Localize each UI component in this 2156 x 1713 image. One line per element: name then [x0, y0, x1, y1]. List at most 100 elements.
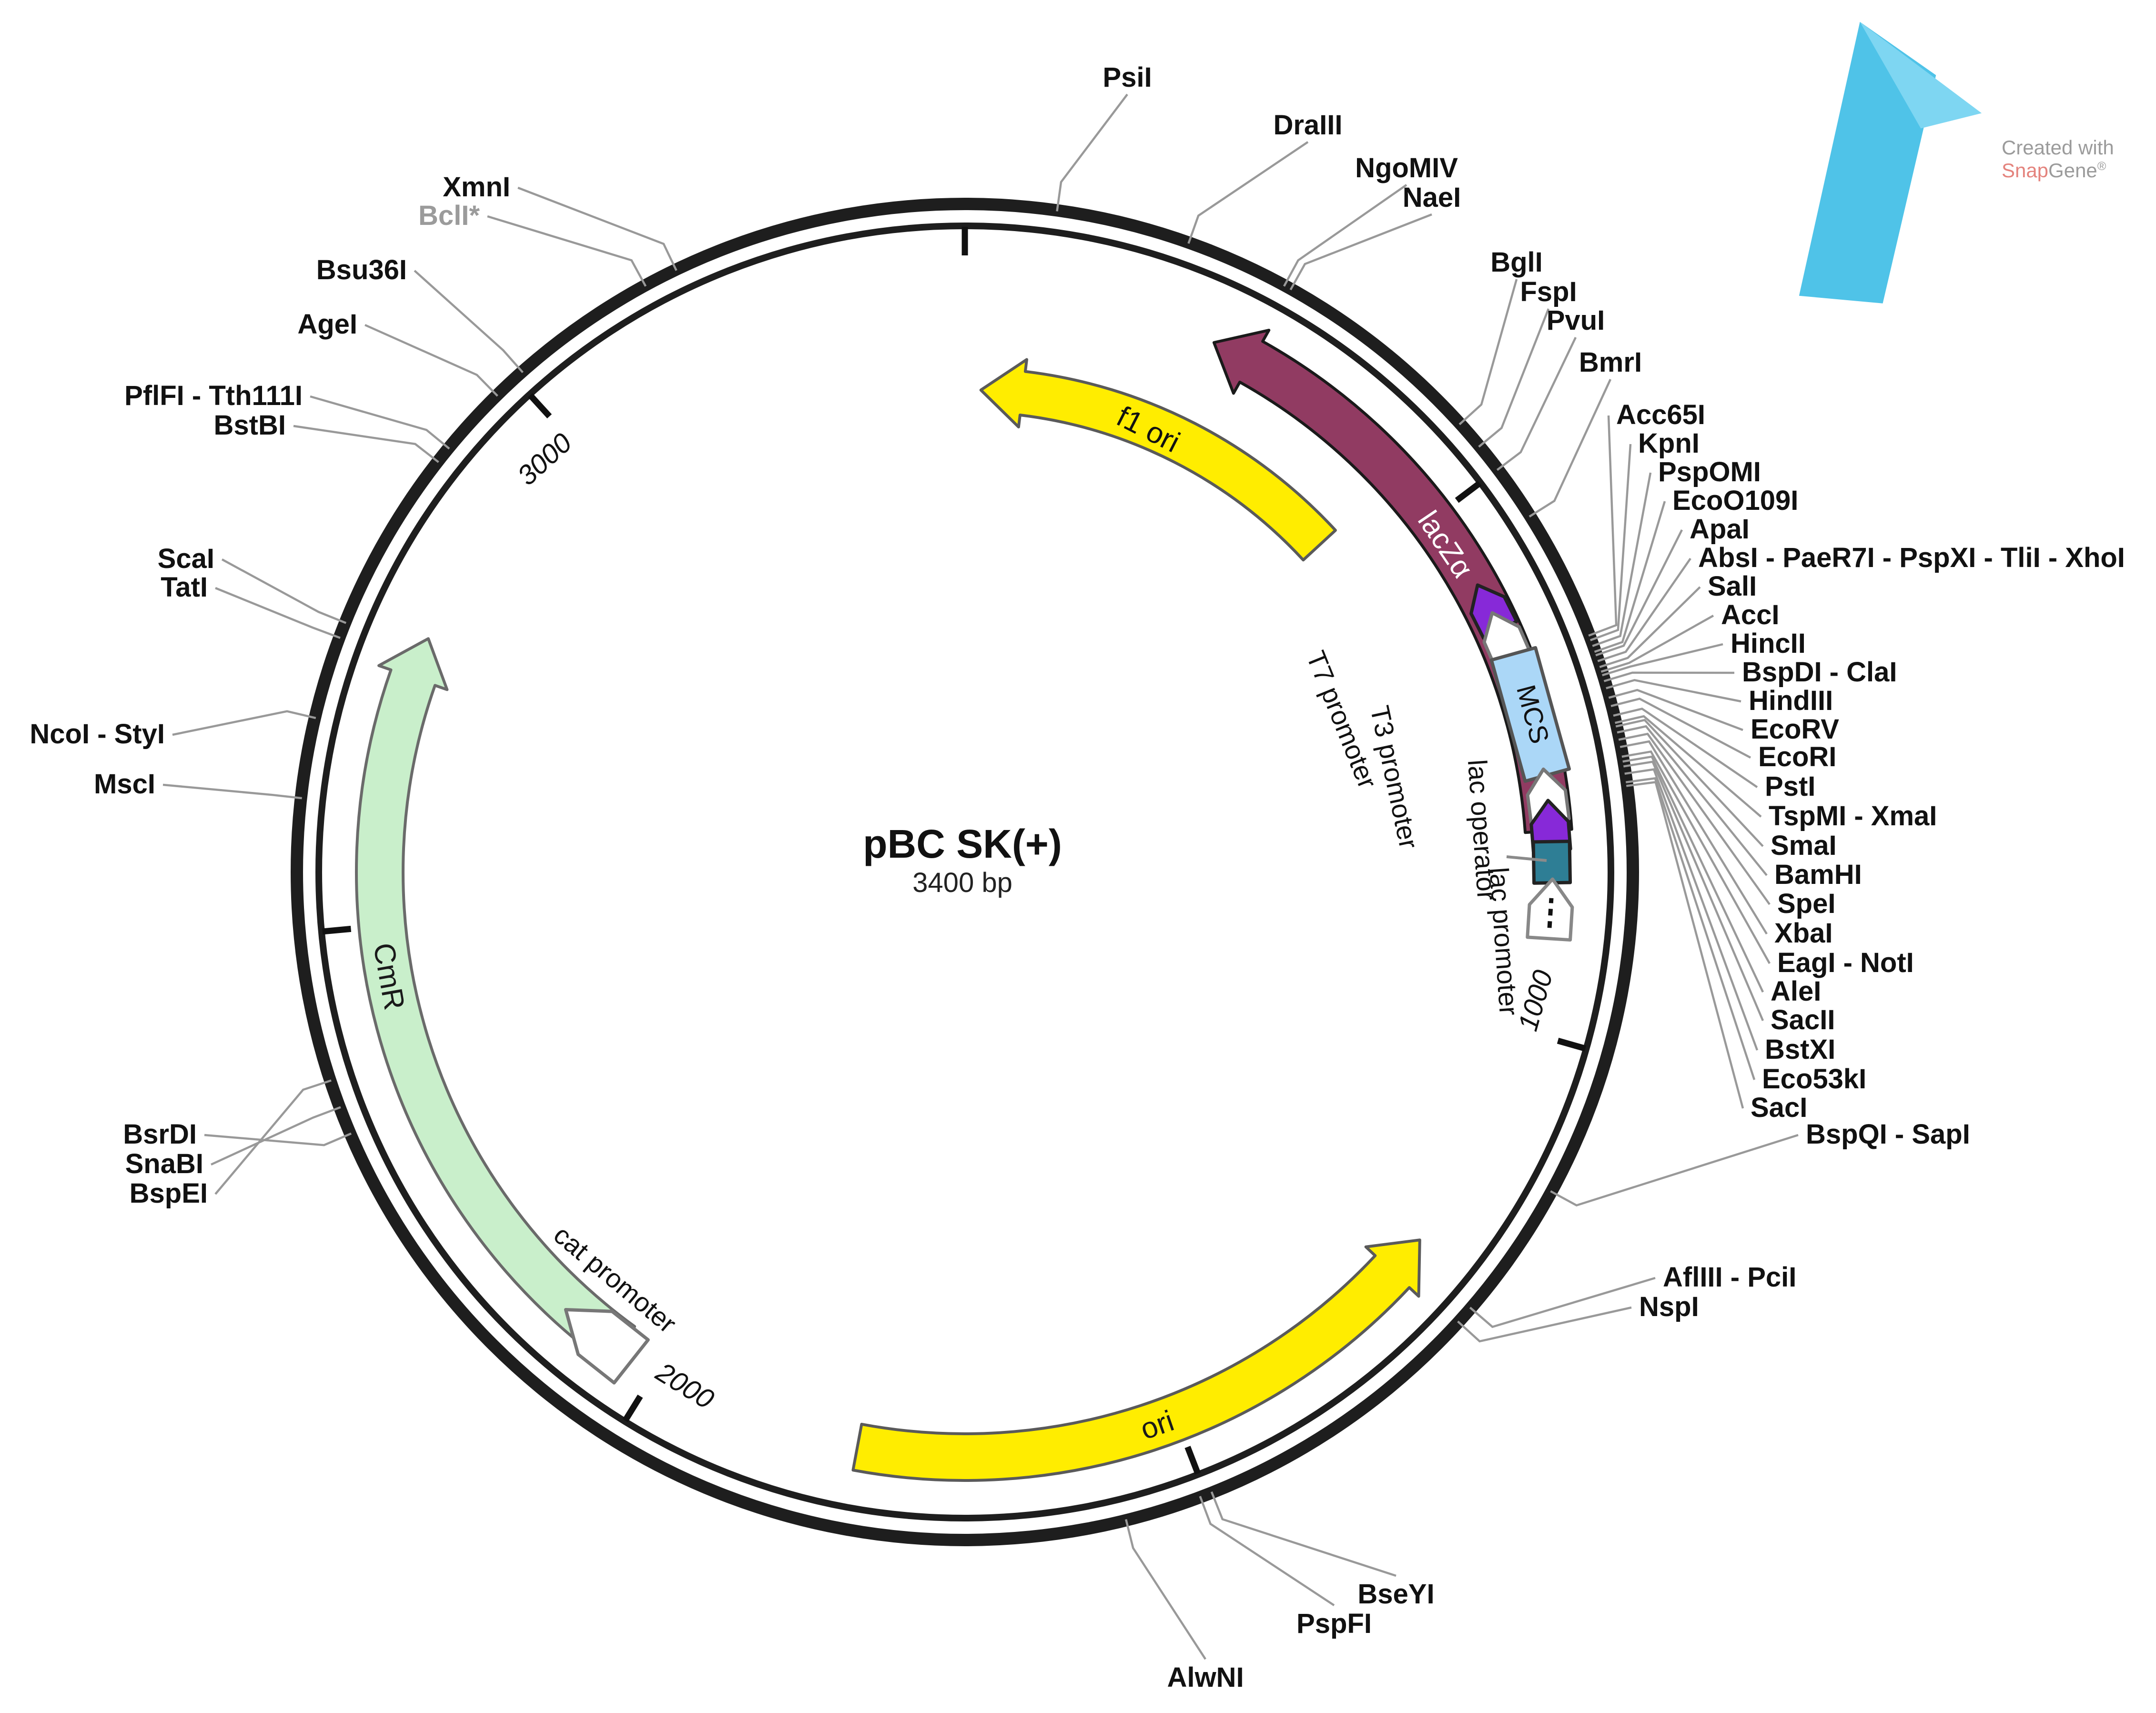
restriction-site-label: PsiI [1103, 62, 1152, 93]
site-leader-line [1622, 755, 1764, 993]
restriction-site-label: SmaI [1771, 830, 1837, 861]
feature-label: lac promoter [1484, 866, 1524, 1016]
site-leader-line [414, 270, 524, 374]
site-leader-line [1603, 671, 1735, 682]
restriction-site-label: SacI [1751, 1092, 1807, 1123]
site-leader-line [1595, 529, 1683, 657]
restriction-site-label: SpeI [1777, 888, 1836, 919]
site-leader-line [1624, 768, 1759, 1051]
site-leader-line [162, 783, 302, 800]
restriction-site-label: KpnI [1638, 428, 1700, 459]
snapgene-watermark: Created with SnapGene® [1769, 7, 2139, 311]
restriction-site-label: BspDI - ClaI [1742, 657, 1897, 688]
site-leader-line [293, 425, 439, 463]
restriction-site-label: XmnI [443, 172, 510, 203]
site-leader-line [1592, 472, 1652, 647]
restriction-site-label: EcoRV [1751, 714, 1839, 745]
restriction-site-label: PflFI - Tth111I [124, 380, 303, 411]
site-leader-line [1615, 715, 1762, 818]
site-leader-line [214, 1079, 332, 1195]
restriction-site-label: BclI* [418, 200, 480, 231]
restriction-site-label: SacII [1771, 1004, 1835, 1035]
site-leader-line [1594, 501, 1666, 653]
restriction-site-label: AflIII - PciI [1663, 1262, 1796, 1293]
feature-connector [1506, 855, 1547, 862]
restriction-site-label: DraIII [1273, 110, 1342, 141]
site-leader-line [221, 558, 347, 624]
site-leader-line [1289, 213, 1432, 291]
site-leader-line [1623, 760, 1764, 1021]
feature-arc-ori [851, 1238, 1421, 1482]
tick-mark [322, 925, 352, 935]
restriction-site-label: BspQI - SapI [1806, 1119, 1970, 1150]
restriction-site-label: Bsu36I [316, 254, 407, 285]
restriction-site-label: PspFI [1296, 1608, 1372, 1639]
site-leader-line [1210, 1491, 1397, 1577]
restriction-site-label: FspI [1520, 276, 1577, 307]
plasmid-name: pBC SK(+) [863, 821, 1062, 866]
restriction-site-label: SalI [1708, 571, 1757, 602]
restriction-site-label: EcoRI [1758, 741, 1836, 772]
site-leader-line [310, 395, 450, 450]
restriction-site-label: TatI [161, 572, 208, 603]
restriction-site-label: Eco53kI [1762, 1064, 1866, 1095]
restriction-site-label: XbaI [1774, 918, 1833, 949]
restriction-site-label: BmrI [1579, 347, 1642, 378]
tick-label: 2000 [650, 1356, 719, 1415]
site-leader-line [1600, 615, 1714, 673]
restriction-site-label: EagI - NotI [1777, 947, 1914, 978]
restriction-site-label: ScaI [158, 543, 214, 574]
site-leader-line [1618, 732, 1771, 905]
restriction-site-label: ApaI [1690, 514, 1750, 545]
feature-box-lac-operator [1531, 840, 1572, 885]
plasmid-size: 3400 bp [912, 867, 1012, 898]
restriction-site-label: PspOMI [1658, 456, 1761, 487]
site-leader-line [1283, 184, 1407, 287]
site-leader-line [1625, 777, 1756, 1080]
site-leader-line [1457, 1306, 1632, 1343]
site-leader-line [1469, 1277, 1656, 1328]
restriction-site-label: AbsI - PaeR7I - PspXI - TliI - XhoI [1698, 542, 2125, 573]
site-leader-line [487, 215, 647, 287]
site-leader-line [1610, 698, 1751, 759]
snapgene-logo-icon [1799, 22, 1982, 304]
site-leader-line [364, 324, 498, 397]
restriction-site-label: BsrDI [123, 1119, 197, 1150]
site-leader-line [1608, 689, 1743, 731]
restriction-site-label: SnaBI [125, 1148, 203, 1179]
restriction-site-label: NaeI [1403, 182, 1461, 213]
restriction-site-label: PstI [1765, 771, 1815, 802]
site-leader-line [1606, 679, 1741, 703]
restriction-site-label: AlwNI [1167, 1662, 1244, 1693]
restriction-site-label: NspI [1639, 1291, 1699, 1322]
site-leader-line [1528, 379, 1612, 518]
restriction-site-label: BspEI [130, 1178, 208, 1209]
site-leader-line [1550, 1134, 1799, 1207]
restriction-site-label: AccI [1721, 599, 1780, 630]
site-leader-line [1496, 337, 1577, 471]
site-leader-line [172, 710, 316, 736]
site-leader-line [1588, 415, 1618, 637]
restriction-site-label: TspMI - XmaI [1769, 801, 1937, 831]
feature-glyph-dashes [1547, 898, 1554, 928]
restriction-site-label: HincII [1731, 628, 1806, 659]
restriction-site-label: BglI [1490, 247, 1543, 278]
feature-arc-f1-ori [979, 358, 1337, 562]
restriction-site-label: BamHI [1774, 859, 1862, 890]
site-leader-line [1626, 780, 1744, 1109]
plasmid-backbone-inner-ring [315, 223, 1614, 1521]
restriction-site-label: AgeI [297, 309, 357, 340]
tick-mark [1557, 1037, 1587, 1052]
site-leader-line [1458, 279, 1518, 426]
site-leader-line [215, 587, 341, 639]
site-leader-line [1478, 308, 1550, 448]
tick-mark [622, 1394, 643, 1422]
site-leader-line [204, 1132, 352, 1146]
feature-arc-CmR [355, 637, 636, 1366]
restriction-site-label: HindIII [1749, 685, 1833, 716]
site-leader-line [1199, 1496, 1335, 1606]
tick-mark [1455, 480, 1482, 503]
site-leader-line [1621, 750, 1771, 964]
